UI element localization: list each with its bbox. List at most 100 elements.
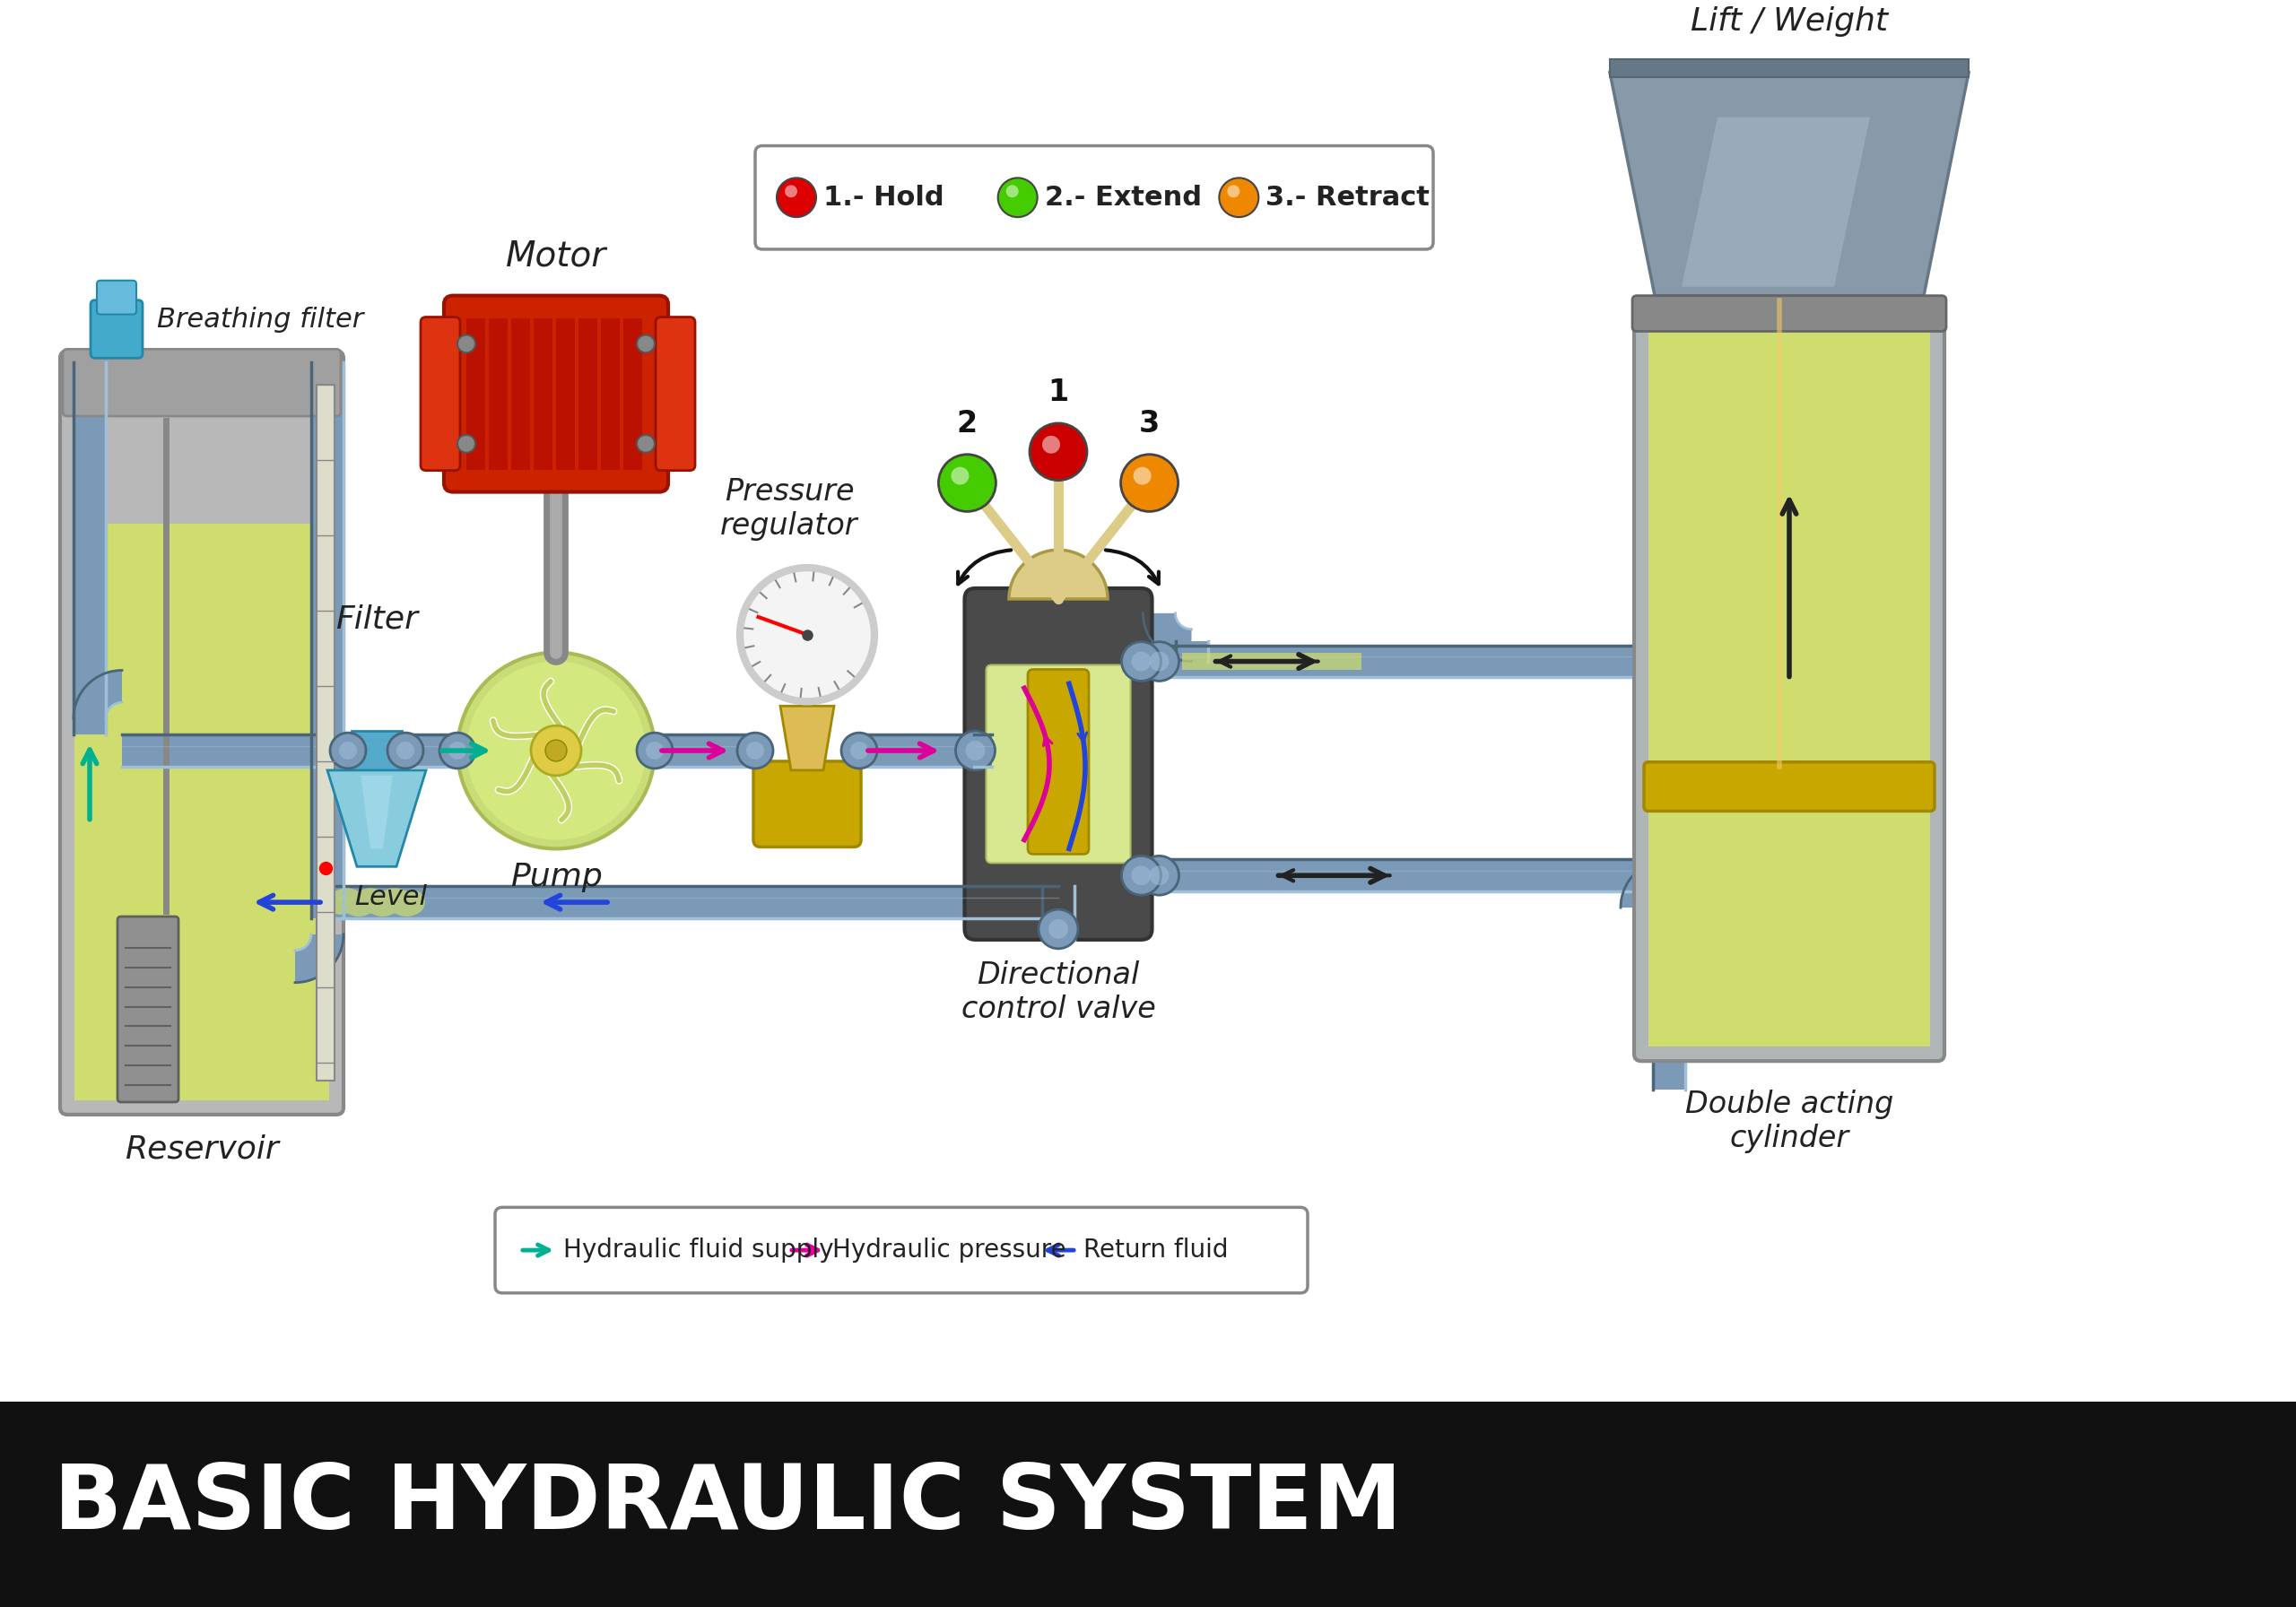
Text: Motor: Motor [505,239,606,273]
Bar [404,734,471,767]
Text: Lift / Weight: Lift / Weight [1690,6,1887,37]
Text: Directional
control valve: Directional control valve [962,961,1155,1024]
Text: Double acting
cylinder: Double acting cylinder [1685,1090,1894,1154]
Circle shape [739,567,875,702]
Circle shape [974,742,992,760]
Polygon shape [1621,860,1669,908]
Circle shape [448,742,466,760]
Bar [73,363,106,734]
Circle shape [951,468,969,485]
Bar [0,1401,2296,1607]
Circle shape [1132,651,1150,672]
Circle shape [457,334,475,352]
FancyBboxPatch shape [443,296,668,492]
Circle shape [1150,651,1169,672]
Polygon shape [781,705,833,770]
Bar [1176,641,1208,662]
FancyBboxPatch shape [1632,296,1947,331]
Circle shape [546,739,567,762]
Bar [1609,59,1968,77]
FancyBboxPatch shape [60,350,344,1115]
Text: Level: Level [354,884,427,911]
Text: Pressure
regulator: Pressure regulator [721,477,859,542]
Text: 3.- Retract: 3.- Retract [1265,185,1430,211]
FancyBboxPatch shape [985,665,1130,863]
Bar [489,318,507,469]
Text: 1: 1 [1047,378,1068,407]
Bar [602,318,620,469]
Circle shape [397,742,413,760]
Bar [317,384,335,1080]
Bar [1042,885,1075,940]
FancyBboxPatch shape [1644,762,1936,812]
Circle shape [1132,866,1150,885]
Bar [1182,652,1362,670]
Text: Hydraulic pressure: Hydraulic pressure [833,1237,1065,1263]
Circle shape [955,731,994,770]
Circle shape [999,178,1038,217]
Circle shape [636,334,654,352]
Circle shape [457,435,475,453]
Text: 2: 2 [957,408,978,439]
Text: Breathing filter: Breathing filter [156,307,363,333]
FancyBboxPatch shape [1635,297,1945,1061]
FancyBboxPatch shape [753,762,861,847]
Circle shape [840,733,877,768]
FancyBboxPatch shape [90,301,142,358]
Circle shape [1134,468,1150,485]
Bar [1159,860,1637,892]
Text: BASIC HYDRAULIC SYSTEM: BASIC HYDRAULIC SYSTEM [53,1461,1403,1548]
FancyBboxPatch shape [62,349,340,416]
Circle shape [1139,857,1178,895]
Bar [312,363,344,918]
FancyBboxPatch shape [420,317,459,471]
Polygon shape [1609,72,1968,296]
Circle shape [1139,641,1178,681]
Circle shape [331,733,365,768]
Text: Filter: Filter [335,604,418,635]
Circle shape [1049,919,1068,938]
Bar [556,318,574,469]
Circle shape [530,726,581,776]
Text: Return fluid: Return fluid [1084,1237,1228,1263]
FancyBboxPatch shape [96,281,135,315]
Circle shape [340,742,356,760]
Bar [974,734,992,767]
Bar [1649,331,1931,762]
Bar [654,734,758,767]
Circle shape [967,741,985,760]
Text: 3: 3 [1139,408,1159,439]
Text: Pump: Pump [510,861,602,892]
Circle shape [1038,910,1079,948]
Circle shape [1219,178,1258,217]
Polygon shape [1143,614,1192,662]
Circle shape [645,742,664,760]
Circle shape [439,733,475,768]
Circle shape [850,742,868,760]
Circle shape [636,733,673,768]
Circle shape [1006,185,1019,198]
Text: Hydraulic fluid supply: Hydraulic fluid supply [563,1237,833,1263]
Bar [1653,908,1685,1090]
Circle shape [1150,866,1169,885]
Bar [351,731,402,770]
Circle shape [737,733,774,768]
Bar [1649,784,1931,1046]
FancyBboxPatch shape [117,916,179,1102]
Circle shape [939,455,996,511]
FancyBboxPatch shape [657,317,696,471]
FancyBboxPatch shape [1029,670,1088,853]
Circle shape [457,652,654,848]
Circle shape [1029,423,1086,480]
Polygon shape [1681,117,1869,286]
Circle shape [776,178,815,217]
Polygon shape [360,776,393,848]
Wedge shape [1008,550,1107,599]
Bar [1773,301,1807,767]
Circle shape [1120,857,1162,895]
Circle shape [1228,185,1240,198]
Circle shape [636,435,654,453]
Bar [122,734,333,767]
Text: 2.- Extend: 2.- Extend [1045,185,1201,211]
Circle shape [785,185,797,198]
